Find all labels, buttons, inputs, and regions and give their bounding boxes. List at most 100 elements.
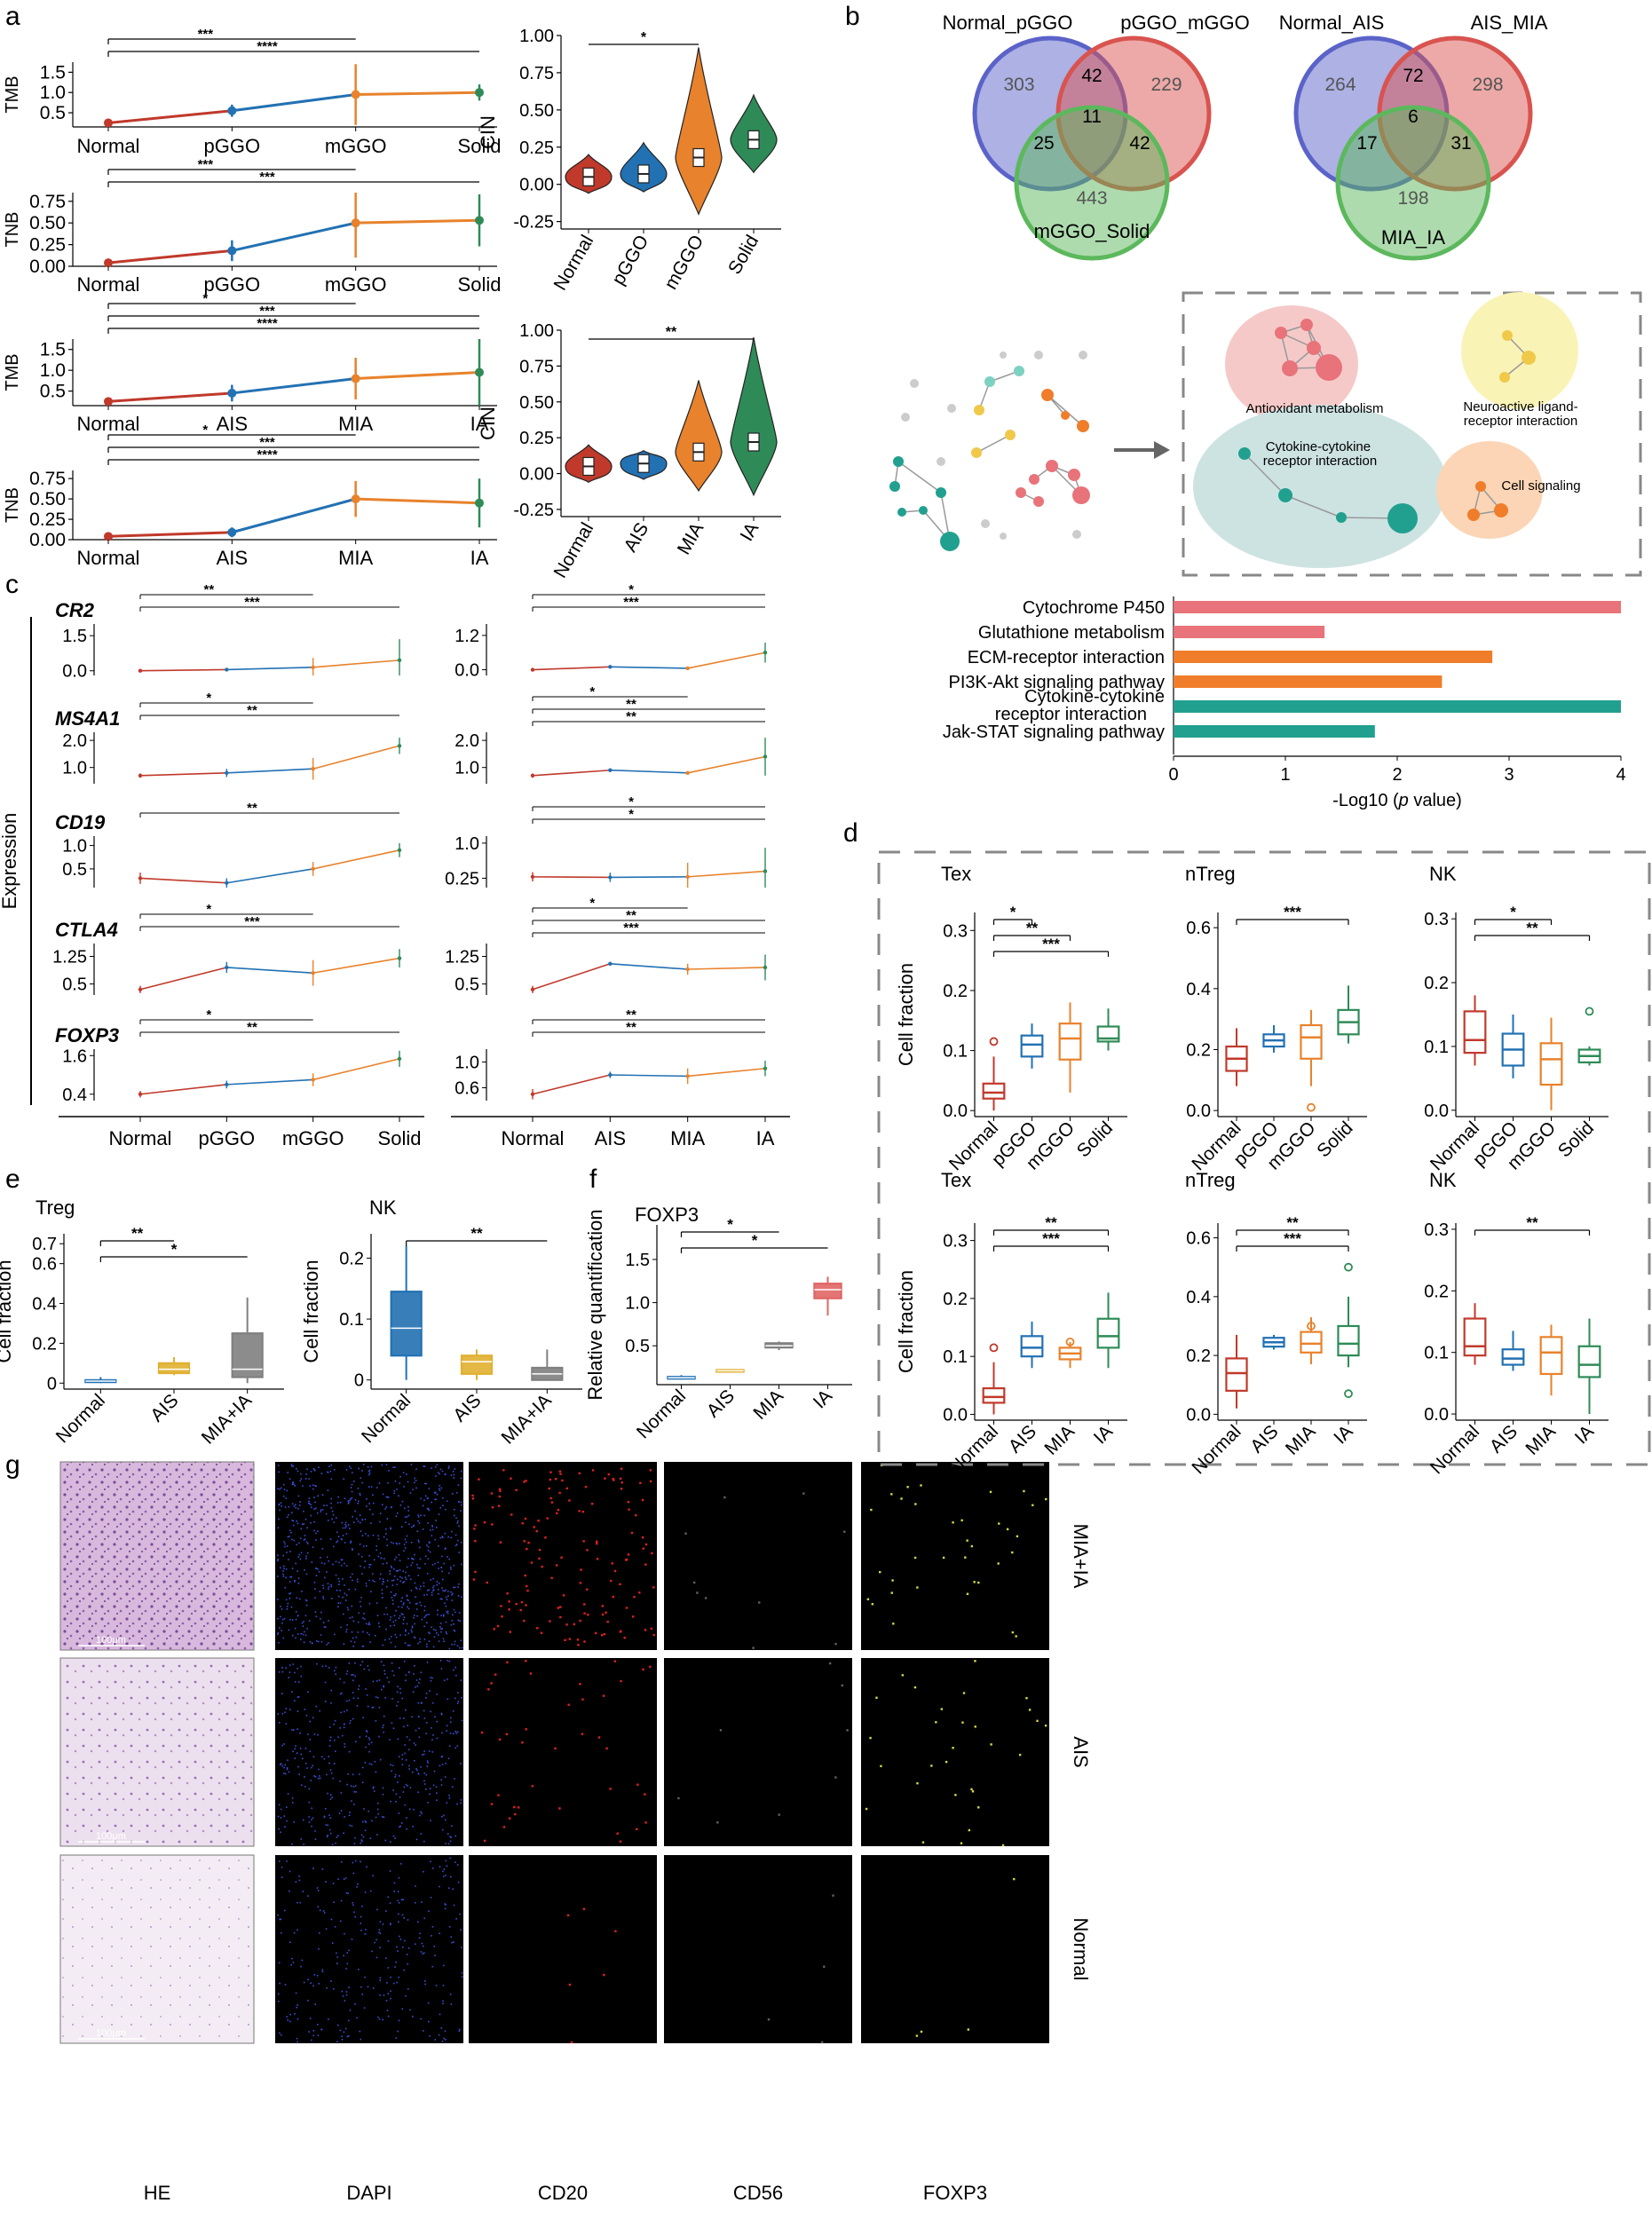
fluorescence-dot [289,1575,291,1578]
scale-bar-label: 100μm [96,1831,126,1842]
fluorescence-dot [357,1688,360,1690]
fluorescence-dot [1001,1844,1005,1847]
fluorescence-dot [298,1879,301,1882]
c-cd19-right-sig-label: * [628,794,634,809]
fluorescence-dot [328,1828,331,1831]
fluorescence-dot [338,1812,341,1814]
fluorescence-dot [296,1544,297,1546]
fluorescence-dot [366,1544,368,1547]
fluorescence-dot [406,1828,407,1830]
fluorescence-signal [277,1464,463,1650]
fluorescence-dot [378,1482,381,1484]
fluorescence-dot [719,1729,723,1732]
fluorescence-dot [361,1631,364,1633]
fluorescence-dot [642,1668,644,1671]
fluorescence-dot [445,1762,447,1765]
fluorescence-dot [586,1588,589,1591]
fluorescence-dot [330,1598,333,1599]
cluster-label-neuroactive-line2: receptor interaction [1464,414,1577,429]
fluorescence-dot [339,1590,341,1591]
fluorescence-dot [414,1623,415,1625]
fluorescence-dot [369,1890,372,1892]
fluorescence-dot [339,1678,342,1680]
c-ms4a1-left-y-tick-label: 1.0 [62,759,87,778]
fluorescence-dot [288,1629,290,1631]
fluorescence-dot [443,1868,446,1870]
fluorescence-dot [421,1901,423,1903]
fluorescence-dot [1006,1528,1009,1531]
cluster-label-neuroactive: Neuroactive ligand-receptor interaction [1463,399,1577,429]
fluorescence-dot [309,1641,312,1643]
fluorescence-dot [372,1579,374,1582]
fluorescence-dot [338,1580,340,1583]
fluorescence-dot [297,1495,300,1497]
fluorescence-dot [455,1491,458,1494]
fluorescence-dot [386,1580,389,1582]
fluorescence-dot [415,1608,418,1610]
fluorescence-dot [404,1538,407,1541]
venn1-label-b: pGGO_mGGO [1120,12,1249,34]
fluorescence-dot [490,1682,493,1685]
fluorescence-dot [394,1776,396,1778]
fluorescence-dot [291,1729,293,1731]
fluorescence-dot [414,1637,416,1639]
a6-y-tick-label: -0.25 [513,501,554,520]
fluorescence-dot [436,1792,438,1794]
fluorescence-dot [404,1709,407,1711]
fluorescence-dot [510,1477,512,1480]
fluorescence-dot [365,1929,367,1931]
fluorescence-dot [396,1489,398,1490]
fluorescence-dot [395,1800,397,1803]
fluorescence-dot [385,2000,388,2002]
pathway-label: ECM-receptor interaction [968,648,1165,667]
fluorescence-dot [537,1520,540,1522]
a3-point [475,367,484,377]
fluorescence-dot [451,1530,453,1533]
fluorescence-dot [360,1923,362,1924]
fluorescence-dot [426,1573,429,1575]
fluorescence-dot [436,1799,438,1801]
c-cr2-left-sig-label: ** [203,582,214,597]
fluorescence-dot [390,1800,391,1803]
fluorescence-dot [286,1806,288,1808]
c-ctla4-left-point [397,956,402,960]
fluorescence-dot [372,1787,375,1789]
fluorescence-dot [333,1901,335,1904]
fluorescence-dot [438,2033,440,2036]
fluorescence-dot [318,1768,320,1771]
fluorescence-dot [449,1857,452,1860]
g-column-label: CD20 [538,2182,588,2204]
fluorescence-dot [392,1835,395,1837]
d-panel-title: Tex [941,863,971,885]
d6-x-tick-label: MIA [1522,1421,1560,1459]
d6-y-tick-label: 0.3 [1424,1220,1449,1240]
c-cr2-right-y-tick-label: 1.2 [454,627,479,646]
fluorescence-dot [457,1619,460,1622]
fluorescence-dot [348,1501,350,1504]
venn2-count: 31 [1450,133,1471,154]
fluorescence-dot [415,1686,416,1688]
fluorescence-dot [531,1785,534,1788]
scale-bar-label: 100μm [96,2028,126,2039]
fluorescence-dot [568,1983,572,1986]
c-cr2-left-series-line [139,668,227,672]
fluorescence-dot [458,2028,461,2031]
a3-series-line [355,371,480,381]
a5-y-tick-label: 0.00 [519,176,554,195]
c-cr2-right-point [763,651,768,655]
fluorescence-dot [360,2038,362,2041]
fluorescence-dot [336,1502,339,1504]
fluorescence-dot [407,1785,408,1787]
fluorescence-dot [346,1952,349,1954]
f-x-tick-label: Normal [633,1386,690,1442]
fluorescence-dot [401,1754,404,1756]
fluorescence-dot [434,1498,436,1501]
fluorescence-dot [328,1465,330,1468]
fluorescence-dot [376,1834,378,1836]
fluorescence-dot [292,1483,295,1486]
fluorescence-dot [439,1598,442,1600]
fluorescence-dot [411,1557,413,1560]
fluorescence-dot [435,1520,437,1521]
fluorescence-dot [422,1504,424,1507]
fluorescence-dot [280,1918,282,1921]
